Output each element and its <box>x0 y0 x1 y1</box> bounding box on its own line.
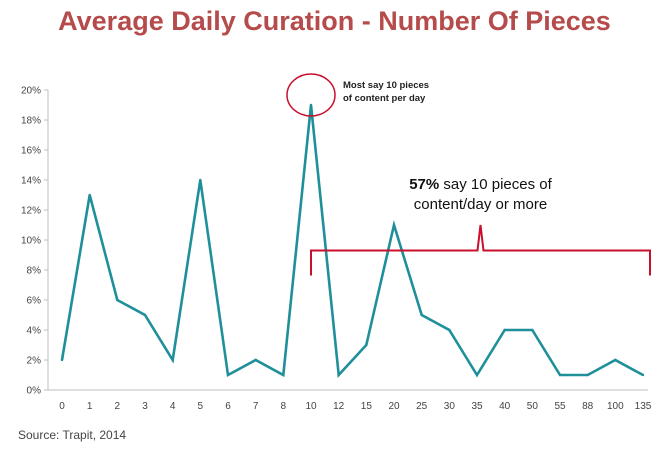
data-point <box>420 313 423 317</box>
y-tick-label: 18% <box>21 116 41 127</box>
data-point <box>614 358 617 362</box>
x-tick-label: 30 <box>444 401 456 412</box>
data-point <box>282 373 285 377</box>
x-axis: 0 1 2 3 4 5 6 7 8 10 12 15 20 25 30 35 40 50 55 88 100 135 <box>48 389 652 412</box>
data-point <box>365 343 368 347</box>
data-point <box>199 178 202 182</box>
x-tick-label: 20 <box>388 401 400 412</box>
x-tick-label: 6 <box>225 401 231 412</box>
x-tick-label: 12 <box>333 401 345 412</box>
x-tick-label: 35 <box>471 401 483 412</box>
data-point <box>337 373 340 377</box>
peak-annotation-line2: of content per day <box>343 93 426 104</box>
data-point <box>60 358 64 362</box>
data-point <box>88 193 91 197</box>
data-point <box>503 328 506 332</box>
y-tick-label: 6% <box>27 296 42 307</box>
y-tick-label: 14% <box>21 176 41 187</box>
data-point <box>641 373 645 377</box>
x-tick-label: 4 <box>170 401 176 412</box>
data-point <box>586 373 589 377</box>
data-point <box>254 358 257 362</box>
source-note: Source: Trapit, 2014 <box>18 428 127 442</box>
x-tick-label: 25 <box>416 401 428 412</box>
peak-highlight-circle <box>286 73 336 117</box>
x-tick-label: 100 <box>607 401 624 412</box>
x-tick-label: 3 <box>142 401 148 412</box>
y-tick-label: 4% <box>27 326 42 337</box>
x-tick-label: 50 <box>527 401 539 412</box>
bracket-annotation-line2: content/day or more <box>414 196 547 213</box>
x-tick-label: 1 <box>87 401 93 412</box>
x-tick-label: 15 <box>361 401 373 412</box>
chart-title: Average Daily Curation - Number Of Piece… <box>58 6 611 36</box>
y-tick-label: 2% <box>27 356 42 367</box>
x-tick-label: 55 <box>554 401 566 412</box>
x-tick-label: 2 <box>115 401 121 412</box>
range-bracket <box>310 224 651 276</box>
x-tick-label: 88 <box>582 401 594 412</box>
data-point <box>143 313 147 317</box>
bracket-annotation-percent: 57% <box>409 176 439 193</box>
x-tick-label: 0 <box>59 401 65 412</box>
y-tick-label: 8% <box>27 266 42 277</box>
data-point <box>116 298 119 302</box>
y-tick-label: 0% <box>27 386 42 397</box>
data-point <box>171 358 174 362</box>
data-point <box>531 328 534 332</box>
data-point <box>392 223 396 227</box>
peak-annotation-line1: Most say 10 pieces <box>343 80 429 91</box>
y-tick-label: 12% <box>21 206 41 217</box>
x-tick-label: 10 <box>305 401 317 412</box>
x-tick-label: 5 <box>198 401 204 412</box>
series-polyline <box>60 104 644 379</box>
y-tick-label: 10% <box>21 236 41 247</box>
x-tick-label: 7 <box>253 401 259 412</box>
y-tick-label: 20% <box>21 86 41 97</box>
data-point <box>309 103 313 107</box>
annotations: Most say 10 pieces of content per day 57… <box>286 73 651 276</box>
x-tick-label: 135 <box>635 401 652 412</box>
data-point <box>475 373 479 377</box>
data-point <box>448 328 451 332</box>
data-point <box>558 373 562 377</box>
series-line <box>60 103 645 379</box>
bracket-annotation-text: say 10 pieces of <box>439 176 552 193</box>
data-point <box>226 373 230 377</box>
y-axis: 0% 2% 4% 6% 8% 10% 12% 14% 16% 18% 20% <box>21 86 49 397</box>
bracket-annotation-line1: 57% say 10 pieces of <box>409 176 552 193</box>
x-tick-label: 40 <box>499 401 511 412</box>
x-tick-label: 8 <box>281 401 287 412</box>
y-tick-label: 16% <box>21 146 41 157</box>
